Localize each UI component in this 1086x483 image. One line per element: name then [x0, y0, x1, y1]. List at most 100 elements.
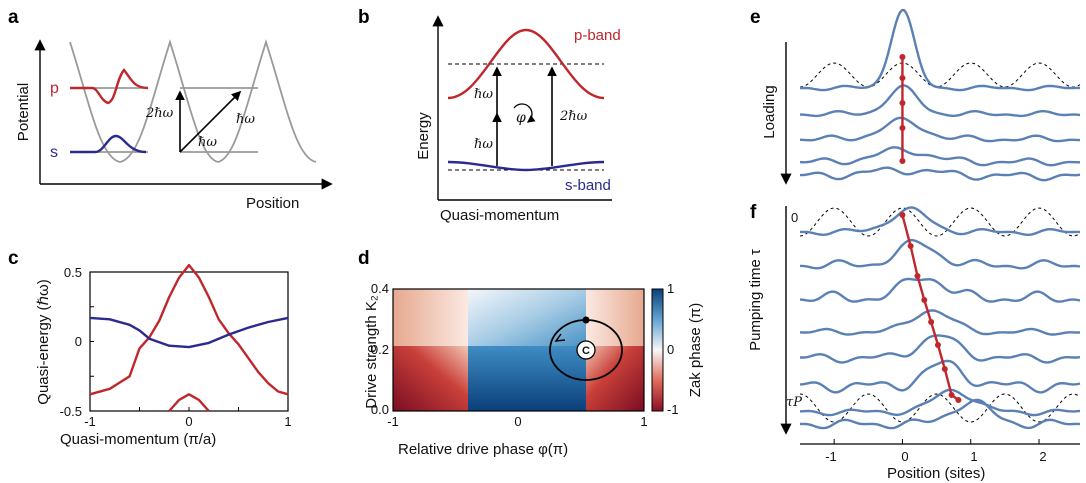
panel-c: c -1 0 1 0.5 0 -0.5 Quasi-momentum (π/a)…: [8, 248, 292, 448]
panel-d-loop-arrowhead: [554, 333, 566, 342]
panel-f-letter: f: [750, 202, 757, 223]
panel-b-xlabel: Quasi-momentum: [440, 207, 559, 224]
panel-f-xtick-2: 1: [970, 449, 977, 464]
panel-e-com-dot-4: [899, 158, 906, 164]
panel-a-hw-upper: ℏω: [236, 112, 255, 127]
hm-right-top: [586, 289, 644, 346]
panel-f-lattice-top: [799, 207, 1081, 237]
panel-f-ylabel: Pumping time τ: [747, 249, 764, 351]
panel-f-trace-3: [799, 309, 1080, 336]
hm-mid-bottom: [468, 346, 586, 411]
panel-f-com-dot-7: [948, 392, 955, 398]
panel-e-letter: e: [750, 7, 761, 28]
panel-d-xlabel: Relative drive phase φ(π): [398, 441, 568, 458]
panel-b-letter: b: [358, 7, 370, 28]
panel-c-series-0: [89, 263, 289, 396]
panel-b-ylabel: Energy: [415, 112, 432, 160]
panel-f-traces: [799, 206, 1081, 430]
panel-c-ytick-0: 0.5: [64, 265, 82, 280]
panel-a-ylabel: Potential: [15, 83, 32, 141]
panel-c-ytick-1: 0: [75, 334, 82, 349]
panel-b-two-hw: 2ℏω: [559, 109, 588, 124]
panel-f-com-dot-2: [914, 273, 921, 279]
panel-f-tP: τP: [786, 395, 802, 410]
hm-left-bottom: [393, 346, 468, 411]
panel-d-cbar-tick-1: 0: [667, 342, 674, 357]
panel-a-p-label: p: [50, 80, 59, 97]
panel-f-xlabel: Position (sites): [887, 465, 985, 482]
panel-e-com-dot-0: [899, 54, 906, 60]
panel-f-com-line: [901, 214, 960, 401]
panel-e-com-dot-3: [899, 125, 906, 131]
panel-f-trace-5: [800, 359, 1081, 394]
panel-d-xtick-1: 0: [514, 414, 521, 429]
panel-f-trace-1: [800, 238, 1081, 270]
panel-b-s-band-label: s-band: [565, 177, 611, 194]
panel-b-hw-lower: ℏω: [474, 137, 493, 152]
panel-a-two-hw: 2ℏω: [145, 106, 174, 121]
panel-d: d C -1 0 1 0.4 0.2 0.0 Relative drive ph…: [358, 248, 704, 458]
panel-f-xtick-marks: [833, 439, 1040, 444]
panel-d-ytick-2: 0.0: [371, 402, 389, 417]
hm-left-top: [393, 289, 468, 346]
panel-a-hw-lower: ℏω: [198, 135, 217, 150]
panel-a-xlabel: Position: [246, 195, 299, 212]
panel-f-trace-6: [799, 388, 1080, 417]
panel-a-p-wavefunction: [70, 68, 149, 105]
panel-d-ytick-1: 0.2: [371, 342, 389, 357]
panel-f-xtick-0: -1: [825, 449, 837, 464]
panel-d-xtick-0: -1: [387, 414, 399, 429]
panel-f-trace-0: [799, 206, 1081, 237]
panel-e-trace-1: [800, 84, 1081, 118]
panel-b-p-band: [447, 28, 605, 100]
panel-a-s-label: s: [50, 144, 58, 161]
panel-c-ylabel: Quasi-energy (ℏω): [35, 279, 52, 404]
panel-f: f Pumping time τ 0 τP -1 0 1 2 Position …: [747, 202, 1081, 482]
panel-c-letter: c: [8, 248, 19, 269]
panel-c-xlabel: Quasi-momentum (π/a): [60, 431, 216, 448]
panel-f-trace-2: [799, 277, 1081, 303]
panel-f-com-dot-6: [941, 366, 948, 372]
panel-d-ytick-0: 0.4: [371, 281, 389, 296]
panel-d-heatmap: [393, 289, 644, 411]
panel-e-lattice: [799, 62, 1081, 88]
panel-d-cbar-label: Zak phase (π): [687, 303, 704, 398]
panel-d-cbar-tick-2: -1: [667, 402, 679, 417]
panel-d-colorbar: [651, 288, 664, 412]
panel-f-com-dot-3: [921, 297, 928, 303]
panel-c-xtick-1: 0: [185, 414, 192, 429]
panel-f-trace-4: [800, 334, 1081, 364]
panel-b-phi: φ: [516, 110, 526, 126]
panel-d-xtick-2: 1: [640, 414, 647, 429]
panel-c-series-1: [89, 316, 289, 349]
panel-d-loop-start: [582, 316, 590, 324]
panel-c-xtick-0: -1: [84, 414, 96, 429]
panel-f-com-dot-4: [928, 319, 935, 325]
hm-mid-top: [468, 289, 586, 346]
panel-c-lines: [89, 263, 289, 412]
panel-f-t0: 0: [791, 210, 798, 225]
panel-d-letter: d: [358, 248, 370, 269]
panel-f-xtick-3: 2: [1039, 449, 1046, 464]
panel-a-letter: a: [8, 7, 19, 28]
panel-d-cbar-tick-0: 1: [667, 281, 674, 296]
panel-f-trace-7: [799, 398, 1081, 430]
panel-e-traces: [799, 9, 1081, 182]
panel-a: a Potential Position p s 2ℏω ℏω ℏω: [8, 7, 333, 212]
panel-b-p-band-label: p-band: [574, 27, 621, 44]
panel-f-xtick-1: 0: [901, 449, 908, 464]
panel-f-lattice-bottom: [799, 393, 1081, 423]
panel-c-series-2: [168, 393, 210, 412]
panel-b-hw-upper: ℏω: [474, 87, 493, 102]
panel-e: e Loading: [750, 7, 1081, 185]
panel-e-com-dot-1: [899, 75, 906, 81]
panel-d-marker-circle: [576, 340, 596, 360]
panel-b: b Energy Quasi-momentum p-band s-band ℏω…: [358, 7, 621, 224]
panel-d-marker-label: C: [582, 345, 590, 357]
panel-e-trace-2: [800, 116, 1081, 143]
panel-e-trace-3: [799, 146, 1081, 167]
panel-c-ticks: [89, 271, 289, 412]
panel-e-com-dot-2: [899, 100, 906, 106]
panel-c-xtick-2: 1: [284, 414, 291, 429]
panel-f-com-dot-8: [955, 397, 962, 403]
